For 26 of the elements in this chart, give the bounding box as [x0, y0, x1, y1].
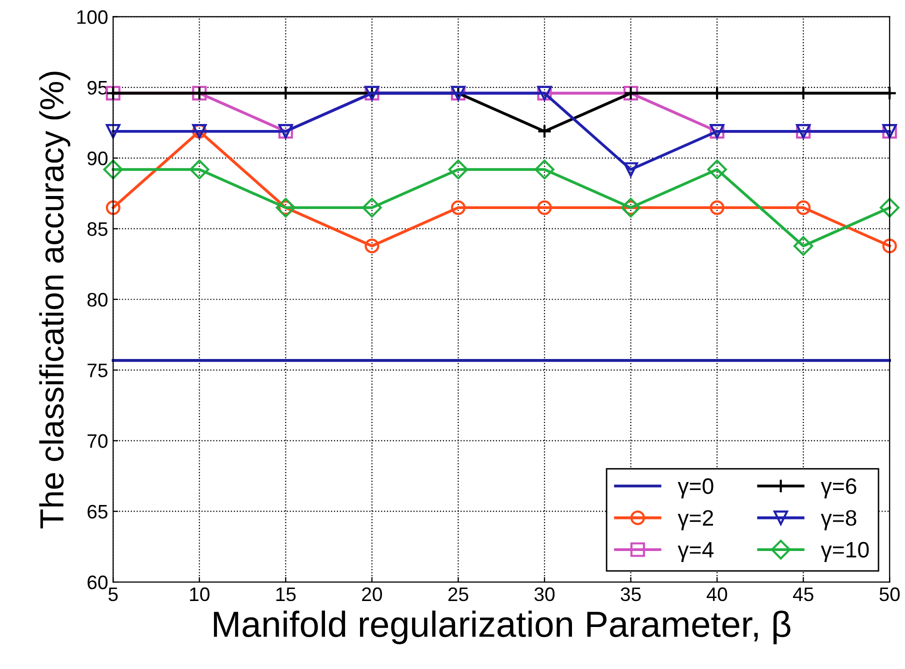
x-axis-title: Manifold regularization Parameter, β [214, 610, 790, 644]
legend-label: γ=2 [678, 510, 714, 530]
y-tick-label: 60 [88, 576, 108, 590]
legend-label: γ=8 [820, 510, 856, 530]
legend-label: γ=6 [820, 478, 856, 498]
x-tick-label: 20 [362, 587, 382, 602]
y-tick-label: 90 [88, 152, 108, 166]
x-tick-label: 45 [792, 588, 814, 602]
y-tick-label: 85 [87, 222, 108, 236]
x-tick-label: 25 [448, 587, 468, 602]
y-tick-label: 100 [77, 10, 108, 24]
x-tick-label: 30 [534, 587, 555, 602]
y-axis-title: The classification accuracy (%) [39, 72, 70, 528]
y-tick-label: 80 [87, 292, 108, 307]
y-tick-label: 70 [88, 434, 108, 448]
legend-label: γ=10 [820, 542, 869, 562]
x-tick-label: 10 [190, 587, 210, 602]
x-tick-label: 40 [706, 587, 728, 602]
x-tick-label: 50 [880, 587, 900, 602]
legend-label: γ=0 [678, 478, 714, 498]
x-tick-label: 35 [620, 587, 641, 602]
legend-label: γ=4 [678, 542, 714, 562]
y-tick-label: 75 [88, 364, 108, 378]
x-tick-label: 5 [108, 588, 118, 602]
y-tick-label: 65 [88, 504, 108, 519]
x-tick-label: 15 [276, 588, 296, 602]
